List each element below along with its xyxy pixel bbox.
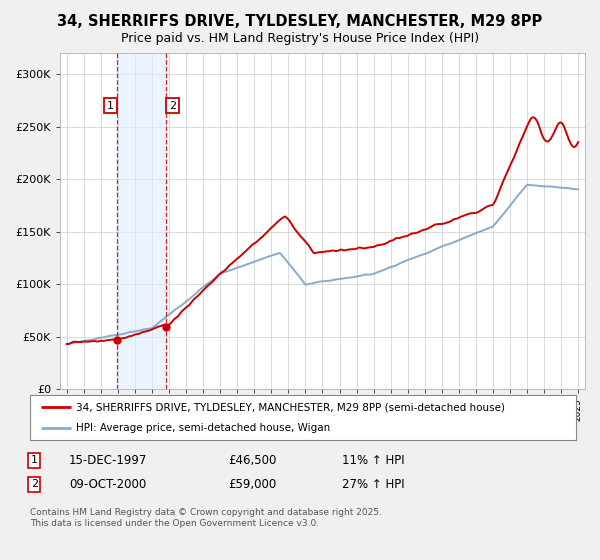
Bar — [117, 53, 166, 389]
Text: HPI: Average price, semi-detached house, Wigan: HPI: Average price, semi-detached house,… — [76, 423, 331, 433]
Text: 2: 2 — [169, 101, 176, 111]
Text: £46,500: £46,500 — [228, 454, 277, 467]
Text: 15-DEC-1997: 15-DEC-1997 — [69, 454, 148, 467]
Text: £59,000: £59,000 — [228, 478, 276, 491]
Text: 34, SHERRIFFS DRIVE, TYLDESLEY, MANCHESTER, M29 8PP: 34, SHERRIFFS DRIVE, TYLDESLEY, MANCHEST… — [58, 14, 542, 29]
Text: Contains HM Land Registry data © Crown copyright and database right 2025.
This d: Contains HM Land Registry data © Crown c… — [30, 508, 382, 528]
Text: 27% ↑ HPI: 27% ↑ HPI — [342, 478, 404, 491]
Text: Price paid vs. HM Land Registry's House Price Index (HPI): Price paid vs. HM Land Registry's House … — [121, 32, 479, 45]
Text: 11% ↑ HPI: 11% ↑ HPI — [342, 454, 404, 467]
Text: 34, SHERRIFFS DRIVE, TYLDESLEY, MANCHESTER, M29 8PP (semi-detached house): 34, SHERRIFFS DRIVE, TYLDESLEY, MANCHEST… — [76, 402, 505, 412]
Text: 1: 1 — [31, 455, 38, 465]
Text: 1: 1 — [107, 101, 114, 111]
Text: 2: 2 — [31, 479, 38, 489]
Text: 09-OCT-2000: 09-OCT-2000 — [69, 478, 146, 491]
